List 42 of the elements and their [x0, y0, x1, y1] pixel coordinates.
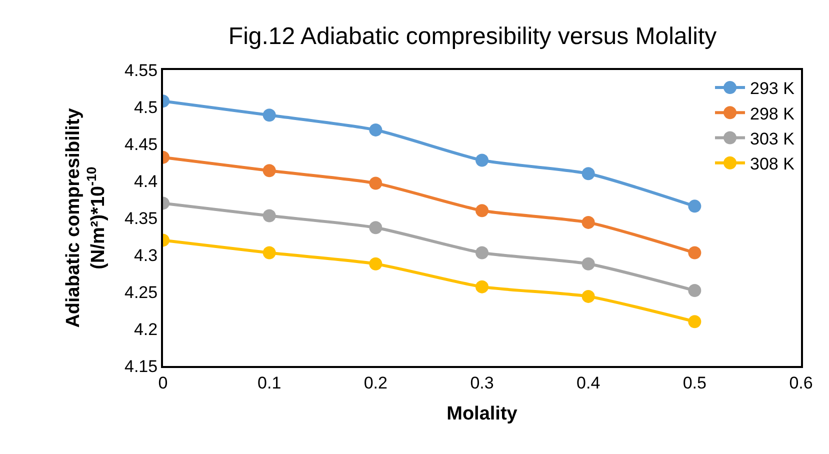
point [688, 315, 702, 328]
x-tick-label: 0 [158, 373, 168, 392]
x-tick-label: 0.1 [258, 373, 282, 392]
point [262, 164, 276, 178]
y-tick-label: 4.55 [124, 60, 158, 80]
y-tick-label: 4.35 [124, 208, 158, 228]
point [262, 209, 276, 222]
point [476, 154, 488, 167]
y-tick-label: 4.25 [124, 282, 158, 302]
x-tick-label: 0.4 [576, 373, 600, 392]
x-tick-label: 0.3 [470, 373, 494, 392]
y-tick-label: 4.3 [134, 246, 158, 265]
point [262, 108, 276, 122]
y-tick-label: 4.5 [134, 98, 158, 117]
legend-label: 298 K [750, 104, 796, 124]
point [582, 167, 595, 180]
point [369, 123, 382, 136]
point [369, 257, 382, 270]
point [582, 216, 595, 229]
y-tick-label: 4.4 [134, 172, 158, 191]
point [476, 246, 488, 260]
point [476, 204, 488, 218]
x-tick-label: 0.2 [364, 373, 388, 392]
legend-label: 293 K [750, 79, 796, 98]
point [369, 221, 382, 234]
point [688, 200, 702, 213]
y-tick-label: 4.45 [124, 134, 158, 154]
x-axis-title: Molality [446, 404, 518, 425]
x-tick-label: 0.5 [682, 373, 706, 392]
point [582, 290, 595, 303]
y-tick-label: 4.2 [134, 320, 158, 339]
point [369, 176, 382, 190]
point [688, 284, 702, 298]
x-tick-label: 0.6 [789, 373, 813, 392]
legend-label: 308 K [750, 154, 796, 174]
point [582, 257, 595, 270]
chart-title: Fig.12 Adiabatic compresibility versus Molality [228, 23, 717, 50]
point [688, 246, 702, 260]
y-tick-label: 4.15 [124, 356, 158, 376]
legend-label: 303 K [750, 129, 796, 148]
point [262, 246, 276, 260]
point [476, 280, 488, 294]
